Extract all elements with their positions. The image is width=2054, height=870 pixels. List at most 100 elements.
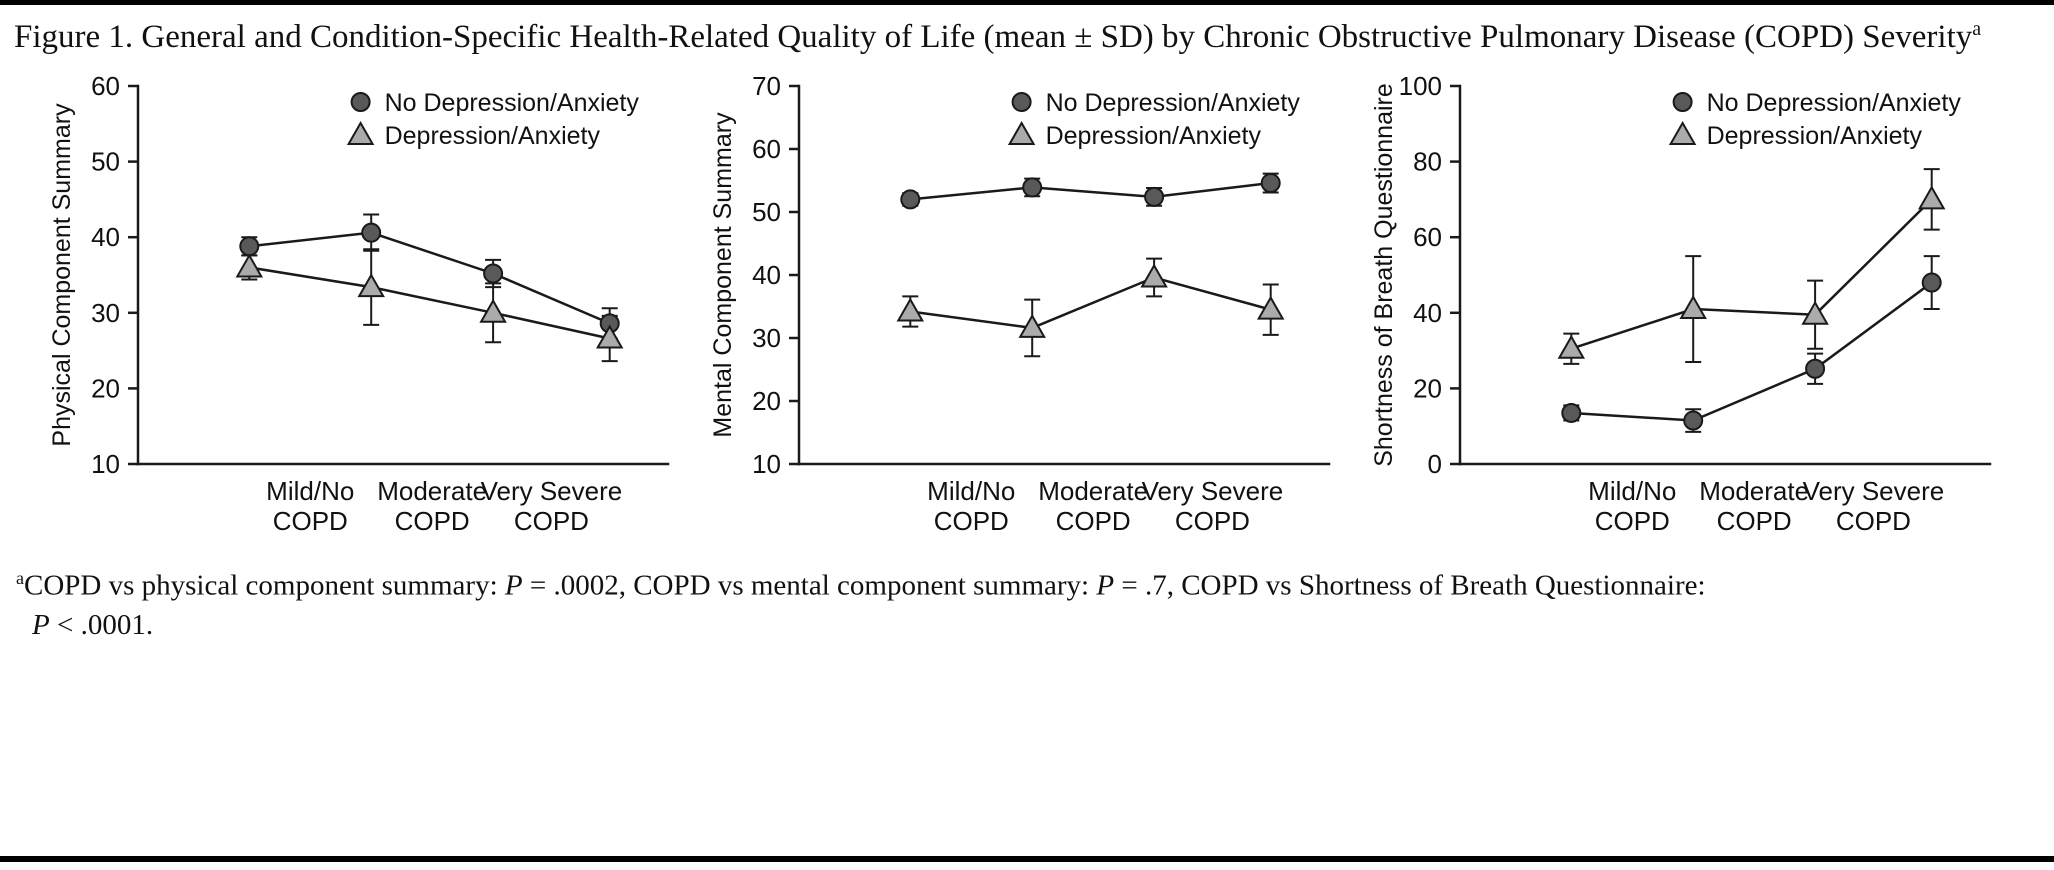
y-ticks: 10 20 30 40 50 60 70 xyxy=(752,72,799,479)
y-tick-label: 60 xyxy=(752,134,781,164)
legend: No Depression/Anxiety Depression/Anxiety xyxy=(346,89,640,150)
footnote-text-4: < .0001. xyxy=(49,609,154,642)
data-point xyxy=(1557,334,1586,359)
y-tick-label: 70 xyxy=(752,72,781,101)
legend-label: Depression/Anxiety xyxy=(1707,122,1923,150)
data-point xyxy=(357,273,385,298)
data-point xyxy=(1679,295,1707,320)
y-tick-label: 30 xyxy=(91,298,120,328)
data-point xyxy=(900,189,921,210)
series-markers xyxy=(1561,272,1942,431)
error-bars xyxy=(241,213,618,363)
x-tick-label: COPD xyxy=(934,506,1009,536)
y-tick-label: 0 xyxy=(1428,449,1442,479)
series-markers xyxy=(896,263,1285,339)
y-tick-label: 80 xyxy=(1413,147,1442,177)
y-axis-label: Shortness of Breath Questionnaire xyxy=(1370,83,1398,467)
series-markers xyxy=(239,222,620,334)
figure-title: Figure 1. General and Condition-Specific… xyxy=(14,16,2024,58)
data-point xyxy=(479,299,507,324)
footnote-text-1: COPD vs physical component summary: xyxy=(24,569,505,602)
chart-mental-component-summary: 10 20 30 40 50 60 70 Mental Component Summary Mi… xyxy=(709,72,1331,536)
series-line xyxy=(910,276,1272,330)
footnote-p-symbol-1: P xyxy=(504,569,523,602)
data-point xyxy=(1683,410,1704,431)
y-axis-label: Mental Component Summary xyxy=(709,112,737,438)
error-bars xyxy=(902,172,1279,358)
x-tick-label: COPD xyxy=(1175,506,1250,536)
footnote-p-symbol-2: P xyxy=(1096,569,1115,602)
data-point xyxy=(595,324,624,349)
data-point xyxy=(1561,403,1582,424)
data-point xyxy=(1260,173,1281,194)
legend-marker xyxy=(346,121,375,146)
x-tick-label: Moderate xyxy=(1038,476,1148,506)
top-rule xyxy=(0,0,2054,5)
footnote-superscript: a xyxy=(16,568,24,589)
series-line xyxy=(1570,198,1933,351)
error-bars xyxy=(1563,168,1940,434)
y-tick-label: 40 xyxy=(752,260,781,290)
data-point xyxy=(1801,300,1829,325)
x-tick-label: COPD xyxy=(1595,506,1670,536)
y-tick-label: 20 xyxy=(1413,374,1442,404)
figure-title-superscript: a xyxy=(1972,18,1982,40)
data-point xyxy=(1256,295,1285,320)
legend-marker xyxy=(1007,121,1036,146)
series-line xyxy=(910,182,1271,201)
x-tick-label: COPD xyxy=(1056,506,1131,536)
y-axis-label: Physical Component Summary xyxy=(48,103,76,447)
x-tick-label: Very Severe xyxy=(1803,476,1945,506)
y-tick-label: 60 xyxy=(91,72,120,101)
data-point xyxy=(1018,314,1046,339)
legend: No Depression/Anxiety Depression/Anxiety xyxy=(1668,89,1961,150)
x-tick-label: Very Severe xyxy=(481,476,623,506)
y-tick-label: 50 xyxy=(91,147,120,177)
data-point xyxy=(1917,185,1946,210)
legend-label: No Depression/Anxiety xyxy=(385,89,640,117)
legend-label: Depression/Anxiety xyxy=(1046,122,1262,150)
figure-title-text: Figure 1. General and Condition-Specific… xyxy=(14,19,1973,55)
data-point xyxy=(235,253,264,278)
data-point xyxy=(361,222,382,243)
legend-marker xyxy=(1672,92,1693,113)
legend-marker xyxy=(1668,121,1697,146)
data-point xyxy=(1144,187,1165,208)
footnote-text-3: = .7, COPD vs Shortness of Breath Questi… xyxy=(1114,569,1706,602)
series-line xyxy=(249,231,611,325)
series-markers xyxy=(900,173,1281,210)
footnote-p-symbol-3: P xyxy=(32,609,50,642)
data-point xyxy=(239,236,260,257)
series-markers xyxy=(235,253,624,349)
legend-label: Depression/Anxiety xyxy=(385,122,601,150)
x-tick-label: Mild/No xyxy=(927,476,1015,506)
data-point xyxy=(896,297,925,322)
legend-marker xyxy=(1011,92,1032,113)
footnote-line-2: P < .0001. xyxy=(32,606,2024,645)
y-tick-label: 10 xyxy=(752,449,781,479)
data-point xyxy=(483,263,504,284)
x-tick-label: Mild/No xyxy=(266,476,354,506)
data-point xyxy=(1022,177,1043,198)
data-point xyxy=(1921,272,1942,293)
y-tick-label: 100 xyxy=(1399,72,1442,101)
x-tick-label: COPD xyxy=(395,506,470,536)
series-line xyxy=(1571,281,1933,423)
chart-physical-component-summary: 10 20 30 40 50 60 Physical Component Summary Mi… xyxy=(48,72,670,536)
series-line xyxy=(249,266,610,340)
axes xyxy=(136,84,670,466)
x-tick-label: COPD xyxy=(1717,506,1792,536)
data-point xyxy=(1140,263,1168,288)
figure-footnote: aCOPD vs physical component summary: P =… xyxy=(16,566,2024,645)
x-tick-label: COPD xyxy=(1836,506,1911,536)
x-tick-label: Moderate xyxy=(1699,476,1809,506)
charts-row: 10 20 30 40 50 60 Physical Component Summary Mi… xyxy=(0,72,2054,542)
data-point xyxy=(1805,358,1826,379)
y-tick-label: 50 xyxy=(752,197,781,227)
legend-label: No Depression/Anxiety xyxy=(1046,89,1301,117)
